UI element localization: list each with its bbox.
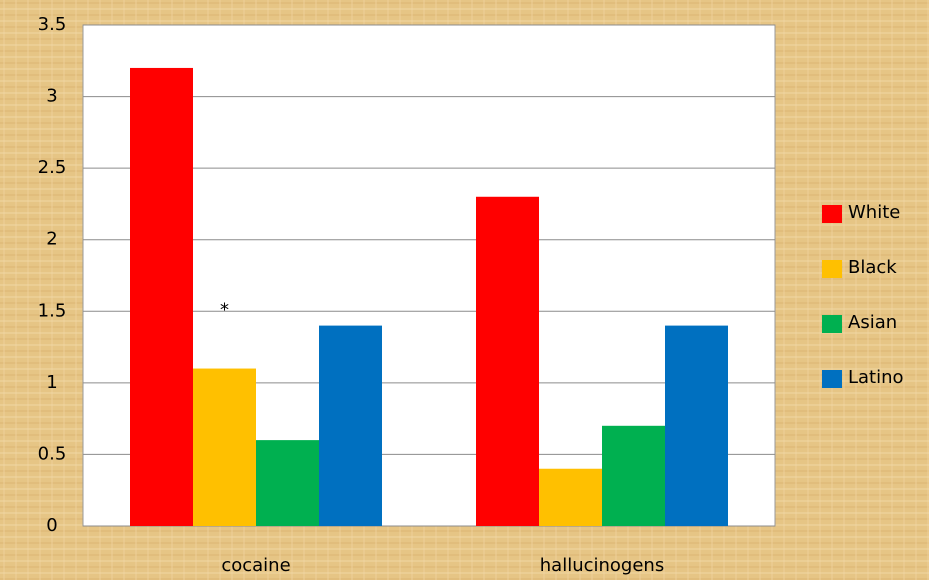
bar [476, 196, 539, 526]
y-tick-label: 2 [46, 229, 57, 250]
legend-swatch [822, 205, 842, 223]
x-tick-label: hallucinogens [540, 555, 664, 576]
legend-label: Latino [848, 367, 904, 388]
y-tick-label: 2.5 [38, 157, 67, 178]
x-tick-label: cocaine [221, 555, 290, 576]
legend-label: Black [848, 257, 897, 278]
y-tick-label: 0.5 [38, 443, 67, 464]
legend-swatch [822, 260, 842, 278]
bar [665, 325, 728, 526]
bar [602, 425, 665, 526]
y-tick-label: 1.5 [38, 300, 67, 321]
bar [256, 440, 319, 526]
legend-label: Asian [848, 312, 897, 333]
y-tick-label: 1 [46, 372, 57, 393]
legend-label: White [848, 202, 900, 223]
annotation: * [220, 300, 229, 321]
y-tick-label: 3 [46, 86, 57, 107]
bar [193, 368, 256, 526]
legend-swatch [822, 315, 842, 333]
y-tick-label: 3.5 [38, 14, 67, 35]
y-tick-label: 0 [46, 515, 57, 536]
bar [539, 468, 602, 526]
bar [130, 67, 193, 526]
legend-swatch [822, 370, 842, 388]
bar [319, 325, 382, 526]
